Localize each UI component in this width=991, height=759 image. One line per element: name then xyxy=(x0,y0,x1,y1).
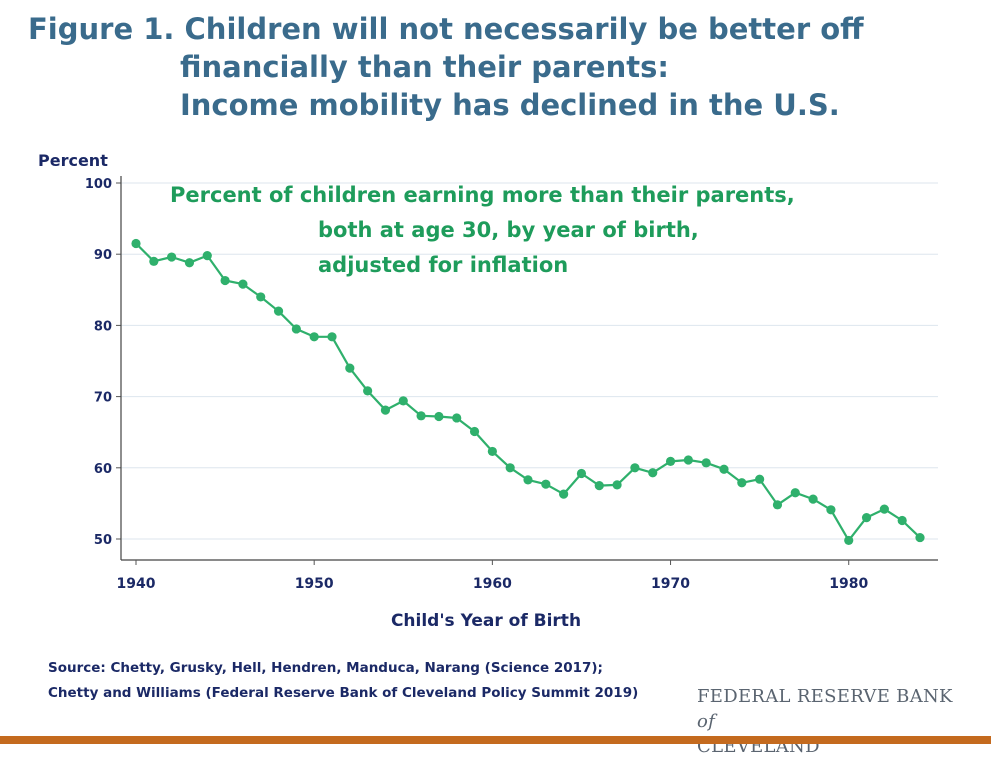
data-point xyxy=(202,251,212,261)
chart-annotation-line: adjusted for inflation xyxy=(318,253,568,277)
data-point xyxy=(594,481,604,491)
x-tick-label: 1940 xyxy=(117,576,156,592)
data-point xyxy=(648,468,658,478)
y-axis-title: Percent xyxy=(38,151,108,170)
data-point xyxy=(167,252,177,262)
y-tick-label: 90 xyxy=(94,248,112,263)
chart-annotation-line: both at age 30, by year of birth, xyxy=(318,218,699,242)
line-chart: 50 60 70 80 90 100 1940 1950 1960 1970 1980 Percent… xyxy=(38,151,938,631)
x-tick-label: 1980 xyxy=(829,576,868,592)
data-point xyxy=(416,411,426,421)
data-point xyxy=(452,413,462,423)
federal-reserve-logo: FEDERAL RESERVE BANK of CLEVELAND xyxy=(697,684,953,759)
data-point xyxy=(505,463,515,473)
data-point xyxy=(363,386,373,396)
data-point xyxy=(915,532,925,543)
x-tick-label: 1950 xyxy=(295,576,334,592)
title-line-2: financially than their parents: xyxy=(180,50,669,84)
y-tick-label: 50 xyxy=(94,533,112,548)
data-point xyxy=(719,464,729,474)
data-point xyxy=(220,275,230,286)
data-point xyxy=(630,463,640,473)
data-point xyxy=(327,332,337,342)
series-line xyxy=(135,242,921,542)
data-point xyxy=(844,535,854,546)
y-tick-label: 100 xyxy=(85,177,112,192)
data-point xyxy=(897,515,907,526)
data-point xyxy=(131,238,141,249)
title-line-1: Figure 1. Children will not necessarily … xyxy=(28,12,864,46)
data-point xyxy=(345,363,355,373)
data-point xyxy=(487,446,497,457)
data-point xyxy=(291,324,301,334)
x-axis-title: Child's Year of Birth xyxy=(391,611,581,631)
data-point xyxy=(380,405,391,415)
data-point xyxy=(398,396,408,406)
source-line-2: Chetty and Williams (Federal Reserve Ban… xyxy=(48,685,639,701)
source-note: Source: Chetty, Grusky, Hell, Hendren, M… xyxy=(48,656,638,706)
data-point xyxy=(826,505,836,515)
data-point xyxy=(772,500,783,510)
data-point xyxy=(665,456,676,466)
x-tick-label: 1960 xyxy=(473,576,512,592)
data-point xyxy=(469,426,480,437)
logo-line-2: of CLEVELAND xyxy=(697,709,953,759)
data-point xyxy=(683,455,693,465)
data-point xyxy=(861,513,872,523)
data-point xyxy=(737,478,747,488)
data-point xyxy=(790,488,800,498)
x-tick-label: 1970 xyxy=(651,576,690,592)
data-point xyxy=(612,480,622,490)
logo-of: of xyxy=(697,711,716,732)
data-point xyxy=(238,279,248,289)
data-point xyxy=(755,474,765,484)
data-point xyxy=(184,258,195,268)
y-tick-label: 70 xyxy=(94,391,112,406)
figure-title: Figure 1. Children will not necessarily … xyxy=(28,10,864,124)
data-point xyxy=(576,468,587,479)
data-point xyxy=(701,458,711,468)
data-point xyxy=(256,292,266,302)
data-point xyxy=(309,332,319,342)
bottom-accent-bar xyxy=(0,736,991,744)
logo-line-1: FEDERAL RESERVE BANK xyxy=(697,686,953,707)
data-point xyxy=(434,411,444,422)
source-line-1: Source: Chetty, Grusky, Hell, Hendren, M… xyxy=(48,660,603,676)
data-point xyxy=(273,306,284,316)
data-point xyxy=(808,494,818,504)
data-point xyxy=(149,256,159,266)
data-point xyxy=(559,489,569,499)
chart-annotation-line: Percent of children earning more than th… xyxy=(170,183,795,207)
title-line-3: Income mobility has declined in the U.S. xyxy=(180,88,840,122)
data-point xyxy=(541,479,551,489)
data-point xyxy=(879,504,889,514)
y-tick-label: 60 xyxy=(94,462,112,477)
y-tick-label: 80 xyxy=(94,319,112,334)
data-point xyxy=(523,475,533,485)
